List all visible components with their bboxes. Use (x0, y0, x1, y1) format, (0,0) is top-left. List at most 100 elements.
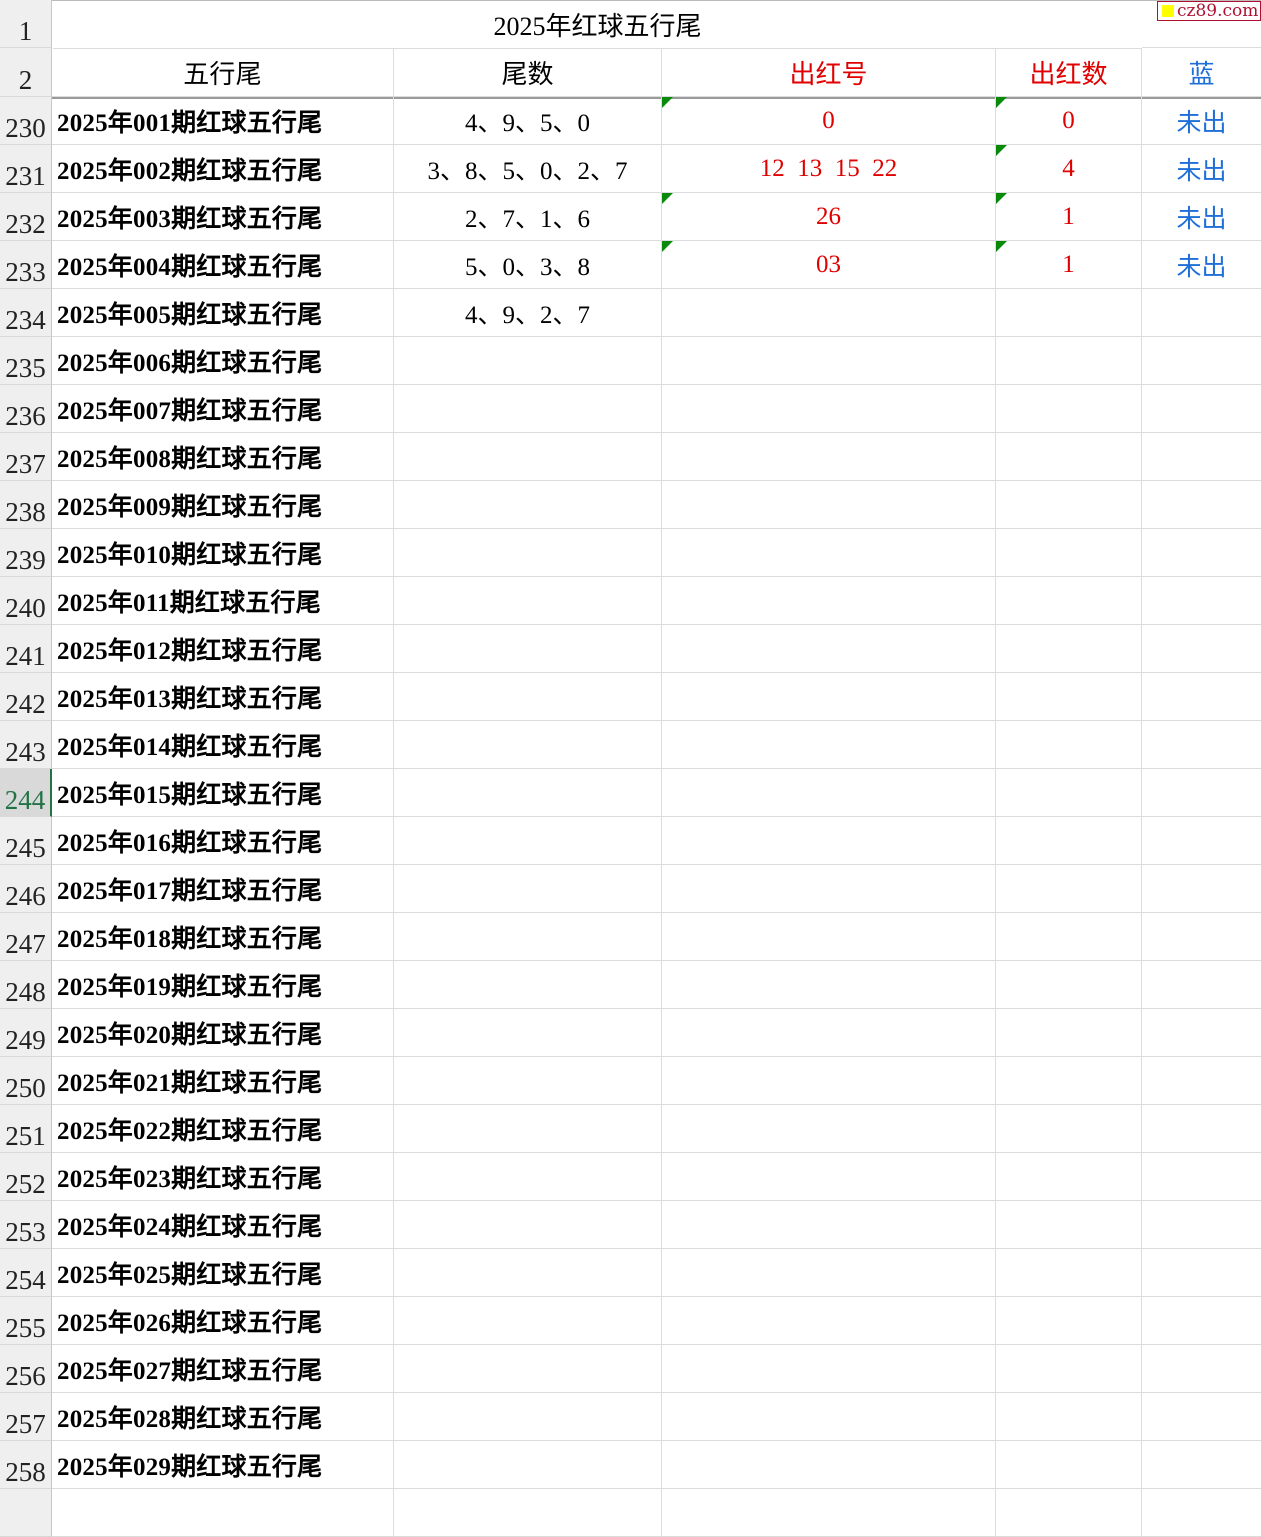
red-count-cell[interactable] (996, 1201, 1142, 1249)
comment-indicator-icon[interactable] (996, 145, 1007, 156)
red-numbers-cell[interactable]: 03 (662, 241, 996, 289)
red-count-cell[interactable] (996, 913, 1142, 961)
row-header[interactable]: 232 (0, 193, 52, 241)
tails-cell[interactable] (394, 817, 662, 865)
column-header-red-count[interactable]: 出红数 (996, 48, 1142, 97)
blue-cell[interactable] (1142, 769, 1261, 817)
row-header[interactable]: 234 (0, 289, 52, 337)
red-count-cell[interactable] (996, 1441, 1142, 1489)
tails-cell[interactable] (394, 721, 662, 769)
red-count-cell[interactable] (996, 721, 1142, 769)
tails-cell[interactable] (394, 1009, 662, 1057)
tails-cell[interactable] (394, 1489, 662, 1537)
row-header[interactable]: 242 (0, 673, 52, 721)
red-numbers-cell[interactable] (662, 1489, 996, 1537)
red-count-cell[interactable] (996, 529, 1142, 577)
column-header-red-numbers[interactable]: 出红号 (662, 48, 996, 97)
red-numbers-cell[interactable]: 12 13 15 22 (662, 145, 996, 193)
tails-cell[interactable] (394, 1441, 662, 1489)
red-numbers-cell[interactable] (662, 817, 996, 865)
row-header[interactable]: 238 (0, 481, 52, 529)
period-name-cell[interactable]: 2025年003期红球五行尾 (52, 193, 394, 241)
red-count-cell[interactable] (996, 1489, 1142, 1537)
tails-cell[interactable] (394, 769, 662, 817)
red-count-cell[interactable] (996, 625, 1142, 673)
tails-cell[interactable] (394, 481, 662, 529)
row-header[interactable]: 230 (0, 97, 52, 145)
tails-cell[interactable]: 4、9、2、7 (394, 289, 662, 337)
red-numbers-cell[interactable] (662, 673, 996, 721)
row-header[interactable]: 244 (0, 769, 52, 817)
period-name-cell[interactable]: 2025年006期红球五行尾 (52, 337, 394, 385)
blue-cell[interactable] (1142, 1489, 1261, 1537)
red-numbers-cell[interactable]: 0 (662, 97, 996, 145)
red-count-cell[interactable] (996, 1345, 1142, 1393)
red-numbers-cell[interactable] (662, 385, 996, 433)
period-name-cell[interactable]: 2025年025期红球五行尾 (52, 1249, 394, 1297)
tails-cell[interactable] (394, 577, 662, 625)
row-header[interactable]: 239 (0, 529, 52, 577)
blue-cell[interactable] (1142, 721, 1261, 769)
red-numbers-cell[interactable] (662, 1057, 996, 1105)
blue-cell[interactable] (1142, 1345, 1261, 1393)
row-header[interactable]: 243 (0, 721, 52, 769)
red-numbers-cell[interactable] (662, 625, 996, 673)
empty-cell[interactable] (1142, 0, 1261, 48)
sheet-title-cell[interactable]: 2025年红球五行尾 (53, 0, 1142, 49)
red-count-cell[interactable] (996, 817, 1142, 865)
blue-cell[interactable] (1142, 865, 1261, 913)
red-count-cell[interactable]: 4 (996, 145, 1142, 193)
tails-cell[interactable] (394, 673, 662, 721)
period-name-cell[interactable]: 2025年009期红球五行尾 (52, 481, 394, 529)
tails-cell[interactable] (394, 1201, 662, 1249)
column-header-tails[interactable]: 尾数 (394, 48, 662, 97)
period-name-cell[interactable]: 2025年013期红球五行尾 (52, 673, 394, 721)
column-header-wuxingwei[interactable]: 五行尾 (52, 48, 394, 97)
red-numbers-cell[interactable] (662, 1249, 996, 1297)
red-count-cell[interactable] (996, 433, 1142, 481)
red-numbers-cell[interactable] (662, 1009, 996, 1057)
blue-cell[interactable]: 未出 (1142, 193, 1261, 241)
blue-cell[interactable] (1142, 961, 1261, 1009)
red-count-cell[interactable] (996, 769, 1142, 817)
red-numbers-cell[interactable] (662, 1441, 996, 1489)
tails-cell[interactable] (394, 1297, 662, 1345)
red-count-cell[interactable]: 1 (996, 193, 1142, 241)
tails-cell[interactable] (394, 385, 662, 433)
row-header[interactable]: 231 (0, 145, 52, 193)
period-name-cell[interactable]: 2025年020期红球五行尾 (52, 1009, 394, 1057)
period-name-cell[interactable]: 2025年022期红球五行尾 (52, 1105, 394, 1153)
period-name-cell[interactable]: 2025年018期红球五行尾 (52, 913, 394, 961)
red-numbers-cell[interactable] (662, 529, 996, 577)
tails-cell[interactable]: 4、9、5、0 (394, 97, 662, 145)
row-header[interactable]: 258 (0, 1441, 52, 1489)
tails-cell[interactable] (394, 529, 662, 577)
red-count-cell[interactable] (996, 1057, 1142, 1105)
red-count-cell[interactable] (996, 385, 1142, 433)
blue-cell[interactable] (1142, 913, 1261, 961)
blue-cell[interactable] (1142, 529, 1261, 577)
blue-cell[interactable] (1142, 289, 1261, 337)
red-numbers-cell[interactable] (662, 769, 996, 817)
column-header-blue[interactable]: 蓝 (1142, 48, 1261, 97)
period-name-cell[interactable]: 2025年029期红球五行尾 (52, 1441, 394, 1489)
red-count-cell[interactable]: 0 (996, 97, 1142, 145)
row-header[interactable] (0, 1489, 52, 1537)
blue-cell[interactable] (1142, 1249, 1261, 1297)
period-name-cell[interactable]: 2025年011期红球五行尾 (52, 577, 394, 625)
comment-indicator-icon[interactable] (996, 193, 1007, 204)
blue-cell[interactable] (1142, 433, 1261, 481)
period-name-cell[interactable]: 2025年012期红球五行尾 (52, 625, 394, 673)
comment-indicator-icon[interactable] (996, 241, 1007, 252)
period-name-cell[interactable] (52, 1489, 394, 1537)
row-header[interactable]: 254 (0, 1249, 52, 1297)
red-count-cell[interactable] (996, 1297, 1142, 1345)
blue-cell[interactable] (1142, 577, 1261, 625)
tails-cell[interactable] (394, 1057, 662, 1105)
tails-cell[interactable] (394, 1345, 662, 1393)
red-count-cell[interactable] (996, 1393, 1142, 1441)
red-numbers-cell[interactable] (662, 913, 996, 961)
red-numbers-cell[interactable]: 26 (662, 193, 996, 241)
red-count-cell[interactable] (996, 289, 1142, 337)
row-header[interactable]: 250 (0, 1057, 52, 1105)
